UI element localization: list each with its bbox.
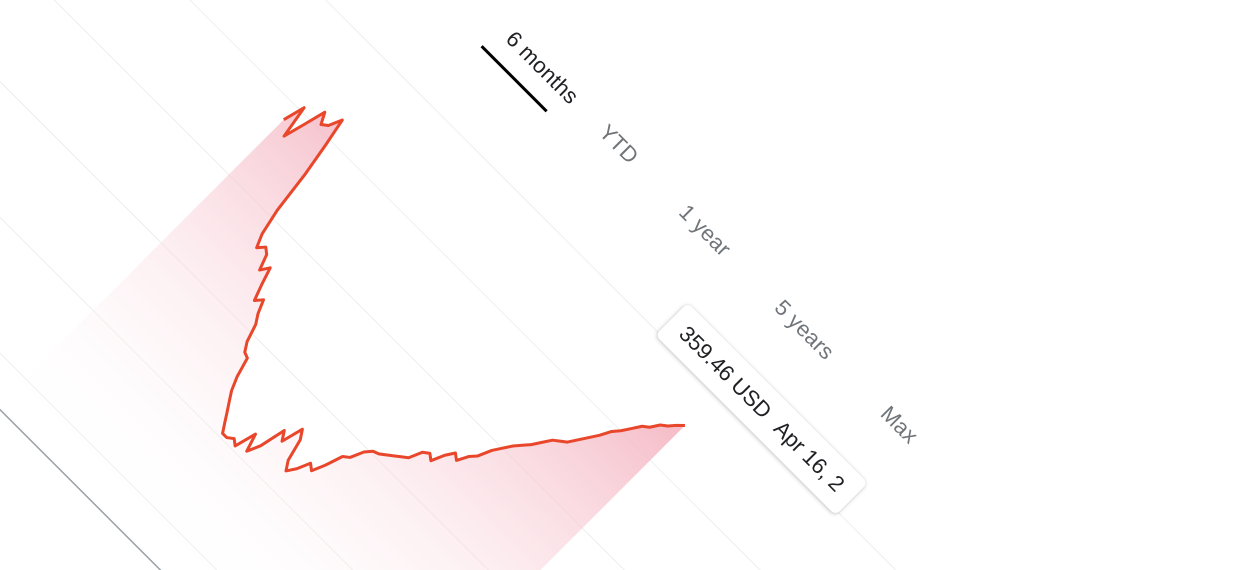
price-line: [221, 106, 685, 473]
grid-line: [0, 0, 798, 570]
y-axis-line: [0, 0, 153, 195]
price-line-path: [221, 106, 685, 473]
grid-line: [0, 0, 866, 570]
grid-line: [13, 0, 934, 570]
chart-panel: 200Jan 2019 6 months YTD 1 year 5 years …: [0, 0, 1100, 570]
area-fill: [0, 107, 685, 570]
area-shape: [0, 107, 685, 570]
grid-line: [81, 0, 1002, 570]
price-chart[interactable]: 200Jan 2019: [0, 0, 1100, 570]
